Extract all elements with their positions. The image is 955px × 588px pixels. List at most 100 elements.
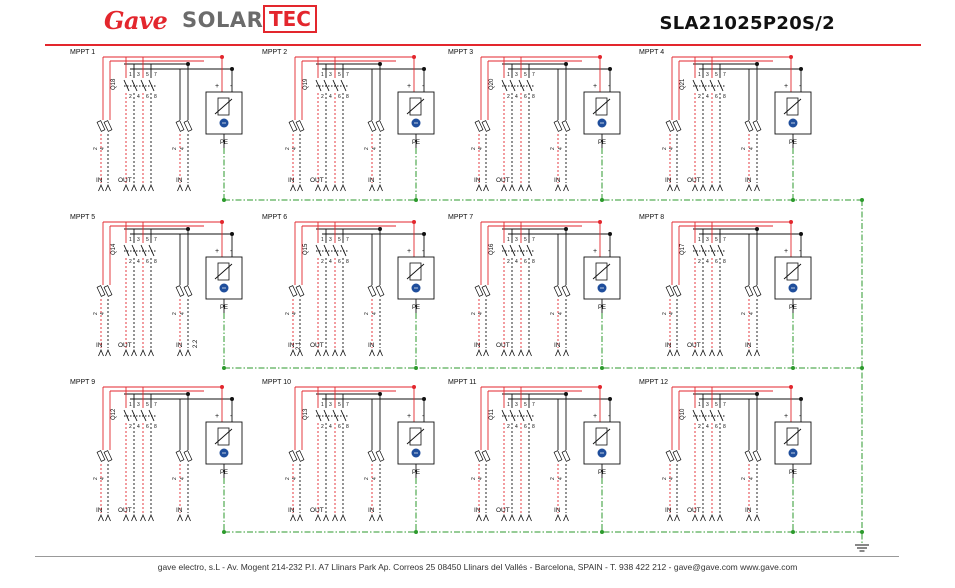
fuse xyxy=(474,120,484,132)
terminal-arrow xyxy=(131,513,137,522)
pole-number: 4 xyxy=(515,259,518,265)
varistor-symbol xyxy=(217,97,230,116)
earth-junction xyxy=(791,530,795,534)
in-label: IN xyxy=(176,342,183,349)
fuse xyxy=(103,120,113,132)
plus-sign: + xyxy=(784,248,788,255)
switch-label: Q19 xyxy=(303,78,309,90)
fuse xyxy=(752,120,762,132)
mppt-label: MPPT 7 xyxy=(448,214,473,221)
pe-label: PE xyxy=(220,305,228,311)
mppt-label: MPPT 2 xyxy=(262,49,287,56)
fuse xyxy=(367,285,377,297)
fuse-number: 4 xyxy=(180,147,186,150)
footer-address: gave electro, s.L - Av. Mogent 214-232 P… xyxy=(157,562,798,572)
varistor-symbol xyxy=(595,262,608,281)
terminal-arrow xyxy=(717,513,723,522)
fuse-number: 2 xyxy=(285,147,291,150)
pole-number: 3 xyxy=(706,237,709,243)
fuse xyxy=(103,285,113,297)
pole-number: 6 xyxy=(338,259,341,265)
fuse-number: 4 xyxy=(558,147,564,150)
fuse xyxy=(553,285,563,297)
pole-number: 4 xyxy=(329,424,332,430)
terminal-arrow xyxy=(332,183,338,192)
pole-number: 4 xyxy=(137,259,140,265)
pole-number: 4 xyxy=(137,94,140,100)
fuse-number: 4 xyxy=(749,312,755,315)
varistor-slash xyxy=(214,263,233,280)
switch-contact xyxy=(709,244,716,257)
brand-logo: Gave xyxy=(104,6,168,35)
pole-number: 7 xyxy=(346,402,349,408)
pole-number: 8 xyxy=(532,94,535,100)
minus-sign: - xyxy=(799,248,802,255)
switch-contact xyxy=(140,244,147,257)
fuse-number: 2 xyxy=(93,477,99,480)
pole-number: 1 xyxy=(507,72,510,78)
terminal-arrow xyxy=(674,183,680,192)
varistor-slash xyxy=(592,428,611,445)
fuse xyxy=(96,450,106,462)
mppt-label: MPPT 4 xyxy=(639,49,664,56)
earth-junction xyxy=(860,198,864,202)
fuse xyxy=(375,450,385,462)
pole-number: 8 xyxy=(723,94,726,100)
terminal-arrow xyxy=(509,183,515,192)
earth-junction xyxy=(860,530,864,534)
header: Gave SOLAR TEC SLA21025P20S/2 xyxy=(0,0,955,46)
terminal-arrow xyxy=(692,183,698,192)
pole-number: 2 xyxy=(129,424,132,430)
switch-contact xyxy=(131,79,138,92)
pole-number: 7 xyxy=(346,237,349,243)
in-label: IN xyxy=(665,342,672,349)
switch-contact xyxy=(509,244,516,257)
terminal-arrow xyxy=(674,513,680,522)
fuse xyxy=(375,120,385,132)
terminal-arrow xyxy=(98,183,104,192)
fuse-number: 4 xyxy=(180,312,186,315)
switch-label: Q10 xyxy=(680,408,686,420)
pole-number: 4 xyxy=(706,424,709,430)
varistor-symbol xyxy=(595,427,608,446)
fuse-number: 2 xyxy=(662,147,668,150)
switch-contact xyxy=(501,244,508,257)
switch-contact xyxy=(692,244,699,257)
terminal-arrow xyxy=(340,183,346,192)
terminal-arrow xyxy=(98,348,104,357)
minus-sign: - xyxy=(230,83,233,90)
fuse-number: 4 xyxy=(100,147,106,150)
fuse xyxy=(665,450,675,462)
plus-sign: + xyxy=(593,83,597,90)
in-label: IN xyxy=(96,342,103,349)
terminal-arrow xyxy=(667,183,673,192)
terminal-arrow xyxy=(754,513,760,522)
plus-sign: + xyxy=(215,413,219,420)
varistor-symbol xyxy=(786,262,799,281)
terminal-arrow xyxy=(563,513,569,522)
pe-label: PE xyxy=(598,470,606,476)
fuse-number: 2 xyxy=(172,312,178,315)
pole-number: 8 xyxy=(346,424,349,430)
terminal-arrow xyxy=(315,348,321,357)
minus-sign: - xyxy=(230,413,233,420)
pole-number: 1 xyxy=(129,237,132,243)
terminal-arrow xyxy=(185,183,191,192)
terminal-arrow xyxy=(501,183,507,192)
pole-number: 5 xyxy=(524,72,527,78)
plus-sign: + xyxy=(784,413,788,420)
switch-contact xyxy=(148,244,155,257)
in-label: IN xyxy=(96,507,103,514)
minus-sign: - xyxy=(230,248,233,255)
product-logo-accent: TEC xyxy=(263,5,317,33)
terminal-arrow xyxy=(297,513,303,522)
earth-junction xyxy=(860,366,864,370)
in-label: IN xyxy=(665,177,672,184)
switch-contact xyxy=(692,409,699,422)
fuse xyxy=(183,450,193,462)
pe-label: PE xyxy=(412,470,420,476)
terminal-arrow xyxy=(340,513,346,522)
pe-label: PE xyxy=(220,470,228,476)
